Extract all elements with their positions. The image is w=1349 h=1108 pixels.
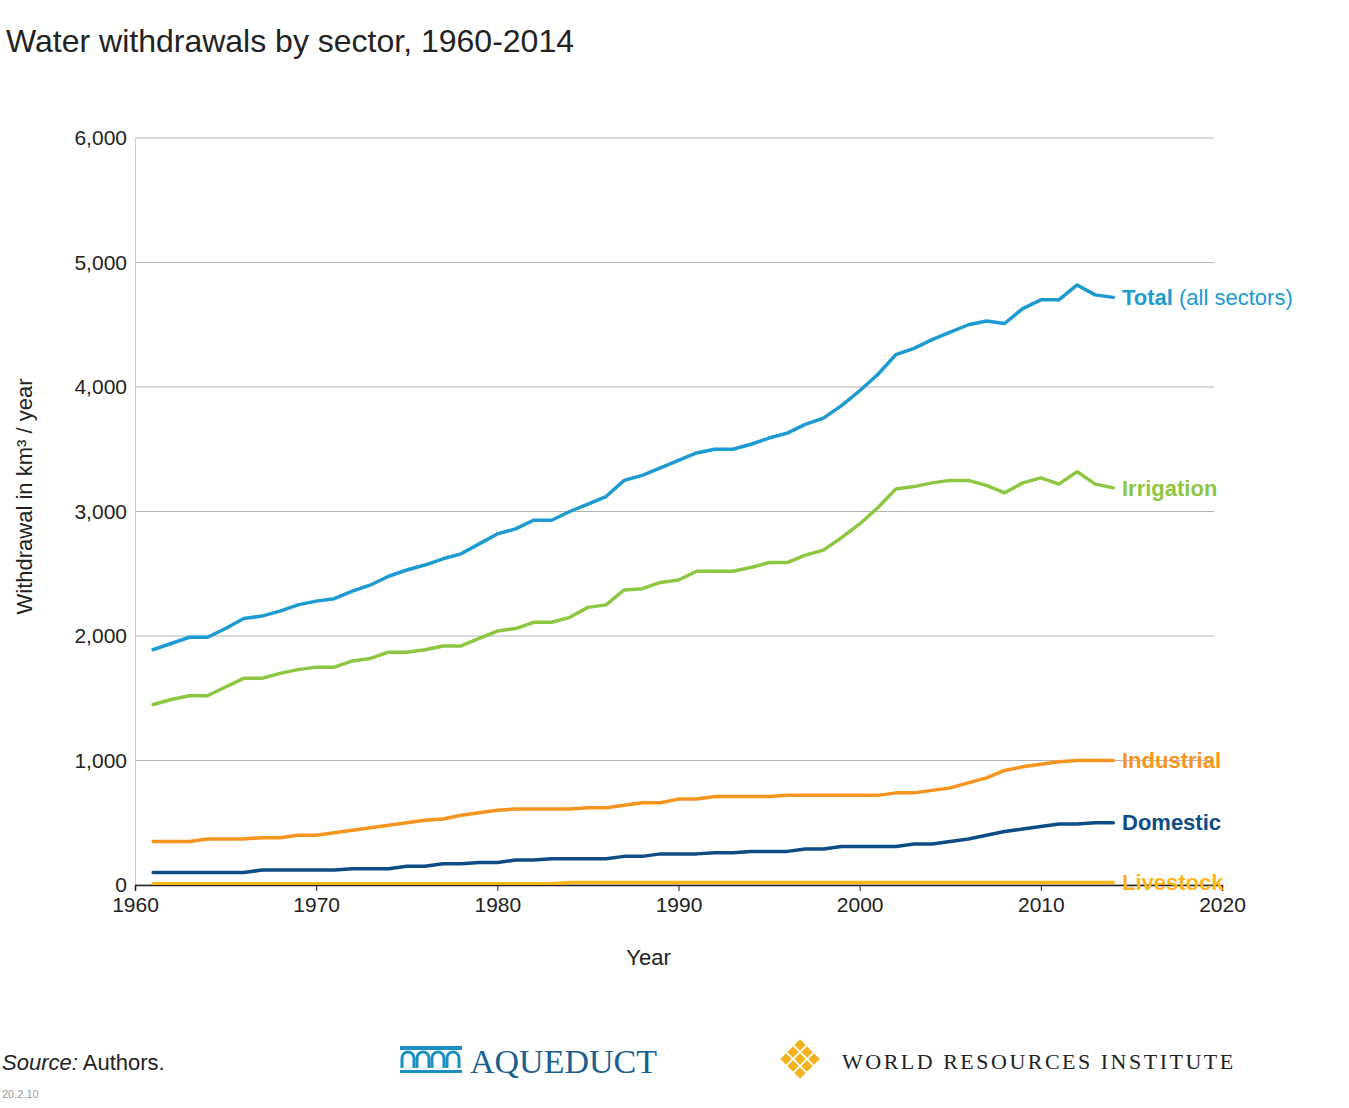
series-label: Industrial <box>1122 748 1221 773</box>
logo-diamond <box>808 1053 819 1064</box>
y-tick: 6,000 <box>74 126 135 149</box>
x-tick-mark <box>497 885 498 891</box>
logo-diamond <box>780 1053 791 1064</box>
y-tick-label: 3,000 <box>74 500 127 523</box>
x-tick: 1990 <box>656 885 703 916</box>
footnote: 20.2.10 <box>2 1088 39 1100</box>
grid-line <box>135 636 1214 637</box>
x-tick-label: 2000 <box>837 893 884 916</box>
logo-text: WORLD RESOURCES INSTITUTE <box>842 1049 1236 1074</box>
series-line <box>153 823 1113 873</box>
x-tick-label: 2020 <box>1199 893 1246 916</box>
x-tick: 1980 <box>474 885 521 916</box>
grid-line <box>135 387 1214 388</box>
x-axis: 1960 1970 1980 1990 2000 2010 2020 <box>112 885 1246 916</box>
logo-diamond <box>794 1039 805 1050</box>
source: Source: Authors. <box>2 1050 165 1075</box>
y-tick-label: 4,000 <box>74 375 127 398</box>
logo-diamond <box>787 1060 798 1071</box>
logo-icon <box>400 1046 462 1073</box>
series-line <box>153 285 1113 650</box>
logo-text: AQUEDUCT <box>470 1043 657 1080</box>
series-label: Irrigation <box>1122 476 1217 501</box>
plot-area <box>153 285 1113 884</box>
y-axis-line <box>135 139 136 886</box>
y-tick-label: 6,000 <box>74 126 127 149</box>
logo-arch <box>417 1052 429 1068</box>
logo-diamond <box>801 1046 812 1057</box>
grid-line <box>135 511 1214 512</box>
grid <box>135 138 1214 885</box>
x-tick-label: 1990 <box>656 893 703 916</box>
logo-bar <box>400 1070 462 1073</box>
logo-diamond <box>787 1046 798 1057</box>
logo-icon <box>780 1039 819 1078</box>
y-tick: 3,000 <box>74 500 135 523</box>
y-tick: 5,000 <box>74 251 135 274</box>
x-tick-mark <box>1041 885 1042 891</box>
grid-line <box>135 138 1214 139</box>
logo-diamond <box>794 1053 805 1064</box>
y-tick-label: 2,000 <box>74 624 127 647</box>
logo-bar <box>400 1046 462 1050</box>
series-labels: Total (all sectors) Irrigation Industrial D… <box>1122 285 1293 895</box>
y-tick-label: 1,000 <box>74 749 127 772</box>
series-line <box>153 472 1113 705</box>
y-tick-label: 5,000 <box>74 251 127 274</box>
x-tick-mark <box>860 885 861 891</box>
x-tick-label: 1980 <box>474 893 521 916</box>
logo-arch <box>447 1052 459 1068</box>
x-tick-label: 1970 <box>293 893 340 916</box>
y-axis: 01,0002,0003,0004,0005,0006,000 <box>74 126 135 896</box>
x-axis-title: Year <box>626 945 670 970</box>
x-tick: 2000 <box>837 885 884 916</box>
logo-diamond <box>794 1067 805 1078</box>
x-tick: 1960 <box>112 885 159 916</box>
x-tick-mark <box>135 885 136 891</box>
y-tick: 4,000 <box>74 375 135 398</box>
x-axis-line <box>136 886 1223 892</box>
grid-line <box>135 760 1214 761</box>
y-tick: 1,000 <box>74 749 135 772</box>
chart: Water withdrawals by sector, 1960-201401… <box>0 0 1349 1108</box>
title: Water withdrawals by sector, 1960-2014 <box>6 23 574 59</box>
logo-arch <box>432 1052 444 1068</box>
series-line <box>153 883 1113 884</box>
x-tick-mark <box>679 885 680 891</box>
x-tick-label: 2010 <box>1018 893 1065 916</box>
y-axis-title: Withdrawal in km³ / year <box>12 379 37 615</box>
series-label: Domestic <box>1122 810 1221 835</box>
logo-arch <box>402 1052 414 1068</box>
grid-line <box>135 262 1214 263</box>
logo-diamond <box>801 1060 812 1071</box>
series-label: Total (all sectors) <box>1122 285 1293 310</box>
x-tick: 2010 <box>1018 885 1065 916</box>
x-tick: 1970 <box>293 885 340 916</box>
x-tick-mark <box>316 885 317 891</box>
series-line <box>153 761 1113 842</box>
series-label: Livestock <box>1122 870 1224 895</box>
x-tick-label: 1960 <box>112 893 159 916</box>
y-tick: 2,000 <box>74 624 135 647</box>
